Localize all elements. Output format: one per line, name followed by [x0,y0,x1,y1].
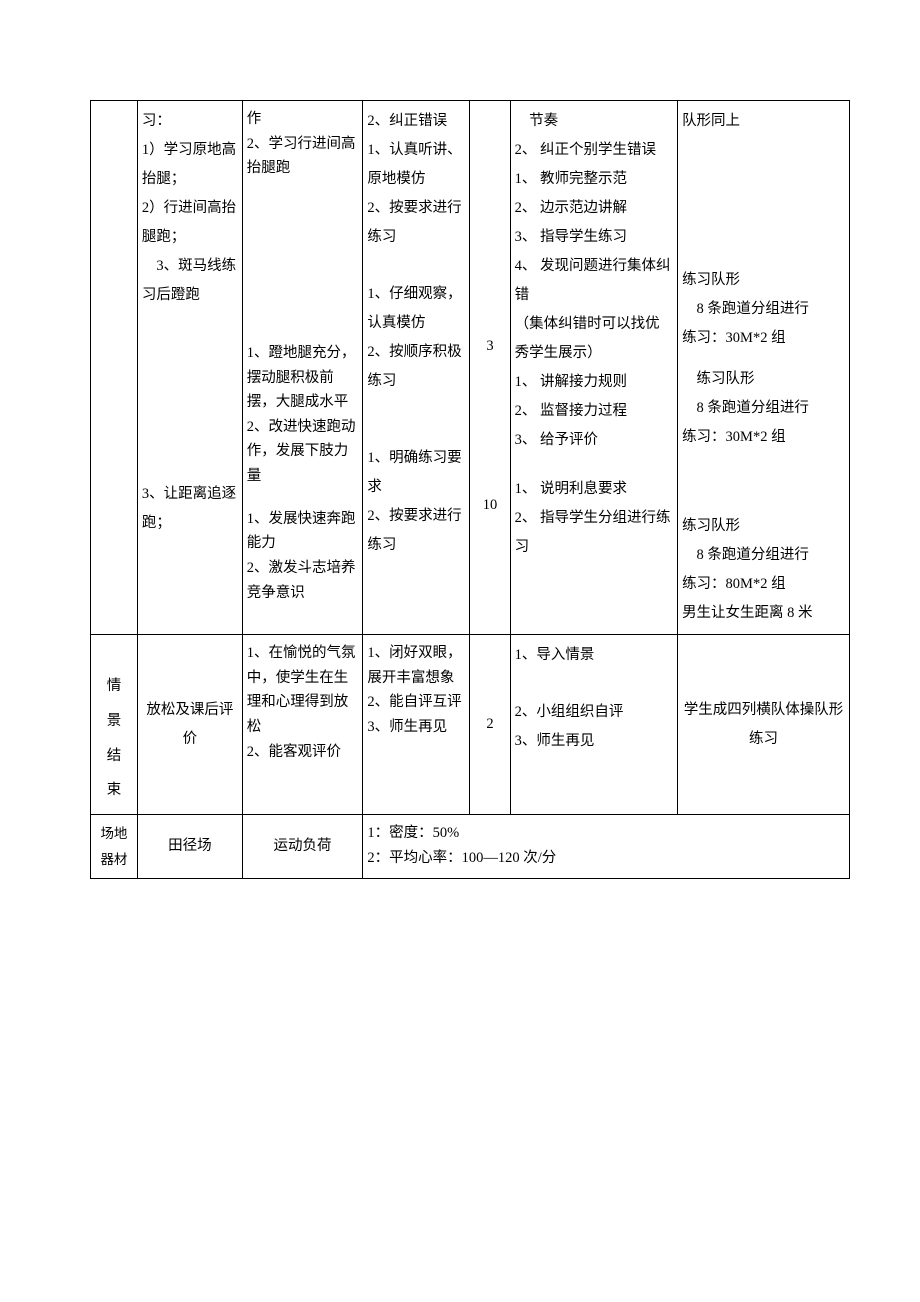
row2-label: 情 景 结 束 [91,635,138,815]
text: 男生让女生距离 8 米 [682,599,845,628]
text: 学生成四列横队体操队形练习 [684,702,844,747]
text: 2、学习行进间高抬腿跑 [247,132,359,181]
text: 1、仔细观察，认真模仿 [367,280,465,338]
text: 3、 指导学生练习 [515,223,673,252]
row3-col3: 运动负荷 [242,815,363,879]
char: 结 [95,739,133,774]
text: 2：平均心率：100—120 次/分 [367,846,845,871]
char: 器材 [95,847,133,873]
row1-col3: 作 2、学习行进间高抬腿跑 1、蹬地腿充分，摆动腿积极前摆，大腿成水平 2、改进… [242,101,363,635]
spacer [474,107,505,332]
char: 情 [95,669,133,704]
text: 习： [142,107,238,136]
table-row: 情 景 结 束 放松及课后评价 1、在愉悦的气氛中，使学生在生理和心理得到放松 … [91,635,850,815]
text: 1、 讲解接力规则 [515,368,673,397]
char: 束 [95,773,133,808]
text: 1、蹬地腿充分，摆动腿积极前摆，大腿成水平 [247,341,359,415]
text: 8 条跑道分组进行 [682,295,845,324]
text: 3、让距离追逐跑； [142,480,238,538]
text: 2、纠正错误 [367,107,465,136]
text: 8 条跑道分组进行 [682,394,845,423]
row1-col7: 队形同上 练习队形 8 条跑道分组进行 练习：30M*2 组 练习队形 8 条跑… [678,101,850,635]
table-row: 场地 器材 田径场 运动负荷 1：密度：50% 2：平均心率：100—120 次… [91,815,850,879]
lesson-plan-table: 习： 1）学习原地高抬腿； 2）行进间高抬腿跑； 3、斑马线练习后蹬跑 3、让距… [90,100,850,879]
spacer [515,670,673,698]
spacer [515,455,673,475]
text: 4、 发现问题进行集体纠错 [515,252,673,310]
row2-col5: 2 [470,635,510,815]
text: 1、发展快速奔跑能力 [247,507,359,556]
char: 景 [95,704,133,739]
text: 练习队形 [682,512,845,541]
text: 运动负荷 [274,838,332,854]
text: 2、 纠正个别学生错误 [515,142,656,158]
value: 10 [474,491,505,520]
text: 队形同上 [682,107,845,136]
text: 2、 边示范边讲解 [515,194,673,223]
spacer [682,353,845,365]
text: 1：密度：50% [367,821,845,846]
text: 8 条跑道分组进行 [682,541,845,570]
text: 3、 给予评价 [515,426,673,455]
row1-col1-empty [91,101,138,635]
row3-col2: 田径场 [137,815,242,879]
spacer [367,396,465,444]
text: 练习队形 [682,266,845,295]
spacer [474,361,505,491]
text: 节奏 [515,107,673,136]
text: 2、改进快速跑动作，发展下肢力量 [247,415,359,489]
row2-col4: 1、闭好双眼，展开丰富想象 2、能自评互评 3、师生再见 [363,635,470,815]
text: 2、小组组织自评 [515,698,673,727]
value: 2 [486,716,493,732]
text: 田径场 [168,838,212,854]
row3-merged: 1：密度：50% 2：平均心率：100—120 次/分 [363,815,850,879]
text: 1、 说明利息要求 [515,475,673,504]
text: 练习：30M*2 组 [682,423,845,452]
spacer [682,452,845,512]
text: 2）行进间高抬腿跑； [142,194,238,252]
text: 2、激发斗志培养竞争意识 [247,556,359,605]
spacer [247,181,359,341]
text: 1、导入情景 [515,641,673,670]
text: 2、按顺序积极练习 [367,338,465,396]
text: 3、师生再见 [367,715,465,740]
row1-col2: 习： 1）学习原地高抬腿； 2）行进间高抬腿跑； 3、斑马线练习后蹬跑 3、让距… [137,101,242,635]
text: 3、师生再见 [515,727,673,756]
text: 3、斑马线练习后蹬跑 [142,252,238,310]
text: 放松及课后评价 [146,702,233,747]
row1-col6: 节奏 2、 纠正个别学生错误 1、 教师完整示范 2、 边示范边讲解 3、 指导… [510,101,677,635]
row2-col3: 1、在愉悦的气氛中，使学生在生理和心理得到放松 2、能客观评价 [242,635,363,815]
text: 1）学习原地高抬腿； [142,136,238,194]
text: 作 [247,107,359,132]
row2-col6: 1、导入情景 2、小组组织自评 3、师生再见 [510,635,677,815]
text: 1、闭好双眼，展开丰富想象 [367,641,465,690]
text: 2、按要求进行练习 [367,194,465,252]
value: 3 [474,332,505,361]
text: 练习：80M*2 组 [682,570,845,599]
text: 1、认真听讲、原地模仿 [367,136,465,194]
row3-label: 场地 器材 [91,815,138,879]
spacer [247,489,359,507]
text: 2、能客观评价 [247,740,359,765]
row2-col2: 放松及课后评价 [137,635,242,815]
text: 1、 教师完整示范 [515,165,673,194]
text: 2、能自评互评 [367,690,465,715]
text: 2、按要求进行练习 [367,502,465,560]
table-row: 习： 1）学习原地高抬腿； 2）行进间高抬腿跑； 3、斑马线练习后蹬跑 3、让距… [91,101,850,635]
spacer [142,310,238,480]
row1-col5: 3 10 [470,101,510,635]
row1-col4: 2、纠正错误 1、认真听讲、原地模仿 2、按要求进行练习 1、仔细观察，认真模仿… [363,101,470,635]
text: 练习队形 [682,365,845,394]
text: 1、明确练习要求 [367,444,465,502]
text: 2、 监督接力过程 [515,397,673,426]
text: 1、在愉悦的气氛中，使学生在生理和心理得到放松 [247,641,359,740]
text: 2、 指导学生分组进行练习 [515,504,673,562]
row2-col7: 学生成四列横队体操队形练习 [678,635,850,815]
char: 场地 [95,821,133,847]
text: 练习：30M*2 组 [682,324,845,353]
spacer [682,136,845,266]
spacer [367,252,465,280]
text: （集体纠错时可以找优秀学生展示） [515,310,673,368]
